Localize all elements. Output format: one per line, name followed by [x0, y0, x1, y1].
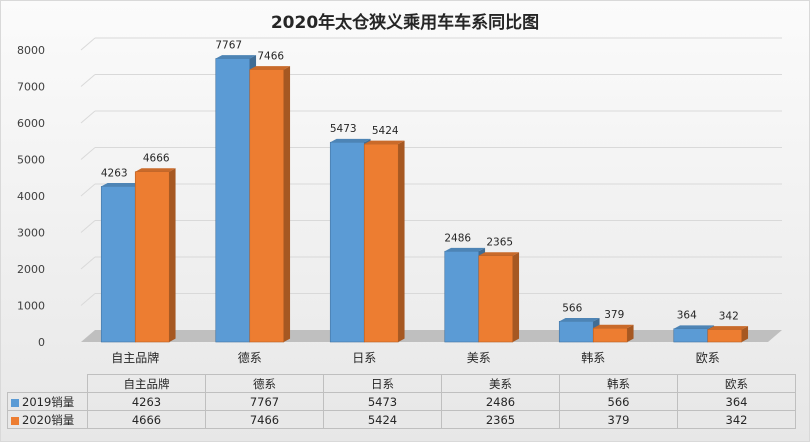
- bar-side: [283, 66, 291, 342]
- gridline: [80, 220, 96, 233]
- gridline: [80, 293, 96, 306]
- table-row-label: 2020销量: [7, 410, 88, 429]
- table-header-cell: 欧系: [677, 374, 796, 393]
- bar-top: [249, 66, 291, 70]
- table-cell: 5424: [323, 410, 442, 429]
- gridline: [80, 110, 96, 124]
- y-tick-label: 0: [38, 336, 45, 349]
- table-header-cell: 日系: [323, 374, 442, 393]
- x-tick-label: 日系: [352, 351, 376, 365]
- bar-2019: [444, 250, 480, 343]
- x-tick-label: 美系: [467, 351, 491, 365]
- bar-2020: [592, 327, 628, 343]
- table-cell: 566: [559, 392, 678, 411]
- legend-key-2020: [11, 416, 19, 425]
- bar-2019: [673, 328, 709, 343]
- data-label: 7466: [257, 50, 284, 62]
- bar-top: [478, 252, 520, 256]
- data-label: 2486: [444, 232, 471, 244]
- bar-top: [673, 325, 715, 329]
- table-cell: 4666: [87, 410, 206, 429]
- gridline: [80, 183, 96, 197]
- bar-top: [707, 326, 749, 330]
- legend-label-2019: 2019销量: [22, 394, 75, 409]
- y-tick-label: 4000: [17, 190, 45, 203]
- bar-top: [444, 247, 486, 252]
- bar-side: [398, 140, 405, 342]
- data-label: 2365: [486, 237, 513, 249]
- data-label: 5424: [372, 125, 399, 137]
- y-tick-label: 7000: [17, 81, 45, 94]
- bar-top: [364, 140, 405, 145]
- data-label: 4263: [101, 167, 128, 179]
- data-label: 7767: [215, 40, 242, 52]
- y-tick-label: 8000: [17, 44, 45, 57]
- y-tick-label: 1000: [17, 300, 45, 313]
- bar-2019: [215, 58, 251, 343]
- data-label: 379: [604, 309, 624, 321]
- bar-2020: [134, 171, 170, 343]
- data-label: 4666: [143, 153, 170, 165]
- gridline: [80, 74, 96, 87]
- bar-top: [559, 317, 600, 322]
- table-cell: 2365: [441, 410, 560, 429]
- table-header-row: 自主品牌 德系 日系 美系 韩系 欧系: [7, 374, 796, 393]
- table-row: 2020销量 4666 7466 5424 2365 379 342: [7, 410, 796, 429]
- table-cell: 364: [677, 392, 796, 411]
- bar-2020: [249, 69, 285, 343]
- table-corner: [7, 374, 88, 393]
- y-tick-label: 5000: [17, 154, 45, 167]
- bar-side: [627, 324, 634, 342]
- data-table: 自主品牌 德系 日系 美系 韩系 欧系 2019销量 4263 7767 547…: [7, 374, 796, 429]
- gridline: [80, 256, 96, 270]
- legend-key-2019: [11, 398, 19, 407]
- bar-2019: [100, 186, 136, 343]
- data-label: 5473: [330, 123, 357, 135]
- table-cell: 342: [677, 410, 796, 429]
- bar-2019: [329, 141, 365, 343]
- x-tick-label: 自主品牌: [111, 351, 159, 365]
- chart-plot: 0 1000 2000 3000 4000 5000 6000 7000 8000 4263 466…: [17, 37, 782, 365]
- bar-2020: [478, 255, 514, 343]
- legend-label-2020: 2020销量: [22, 412, 75, 427]
- bar-side: [741, 326, 749, 342]
- table-cell: 379: [559, 410, 678, 429]
- table-header-cell: 德系: [205, 374, 324, 393]
- bar-top: [593, 324, 634, 329]
- bar-top: [135, 168, 176, 172]
- table-header-cell: 自主品牌: [87, 374, 206, 393]
- table-row-label: 2019销量: [7, 392, 88, 411]
- table-cell: 4263: [87, 392, 206, 411]
- bar-top: [330, 138, 371, 143]
- table-cell: 5473: [323, 392, 442, 411]
- bar-2020: [707, 329, 743, 343]
- x-tick-label: 德系: [238, 350, 262, 365]
- y-tick-label: 2000: [17, 263, 45, 276]
- bar-2019: [558, 321, 594, 343]
- chart-title: 2020年太仓狭义乘用车车系同比图: [270, 13, 540, 33]
- data-label: 566: [562, 302, 582, 314]
- data-label: 364: [677, 310, 697, 322]
- data-label: 342: [719, 311, 739, 323]
- gridline: [80, 37, 96, 51]
- table-cell: 7466: [205, 410, 324, 429]
- table-cell: 7767: [205, 392, 324, 411]
- bar-side: [169, 168, 176, 342]
- y-tick-label: 3000: [17, 227, 45, 240]
- y-tick-label: 6000: [17, 117, 45, 130]
- x-tick-label: 欧系: [696, 351, 720, 365]
- table-cell: 2486: [441, 392, 560, 411]
- table-header-cell: 美系: [441, 374, 560, 393]
- table-header-cell: 韩系: [559, 374, 678, 393]
- bar-top: [215, 55, 257, 59]
- table-row: 2019销量 4263 7767 5473 2486 566 364: [7, 392, 796, 411]
- bar-top: [101, 183, 142, 187]
- gridline: [80, 147, 96, 160]
- bar-side: [512, 252, 520, 342]
- x-tick-label: 韩系: [581, 350, 605, 365]
- bar-2020: [363, 143, 399, 343]
